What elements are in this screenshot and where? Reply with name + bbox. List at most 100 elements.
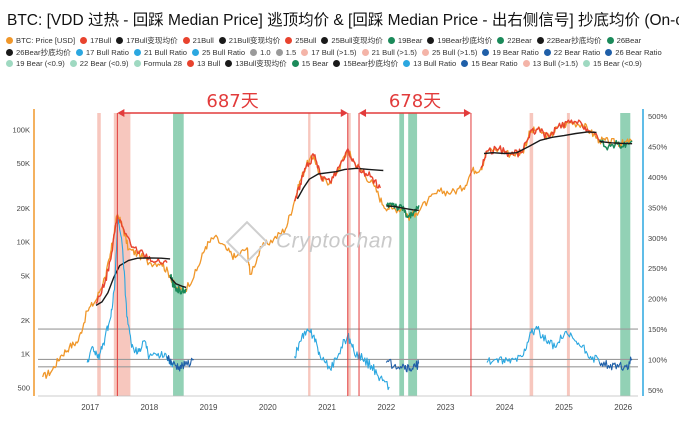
legend-item[interactable]: 19 Bear (<0.9): [6, 58, 65, 70]
y-right-tick-label: 400%: [648, 173, 668, 182]
legend-swatch: [192, 48, 199, 56]
series-line: [385, 358, 420, 373]
legend-item[interactable]: 1.5: [275, 47, 296, 59]
series-line: [169, 273, 187, 295]
legend-item[interactable]: 13 Bull Ratio: [403, 58, 456, 70]
legend-swatch: [522, 60, 530, 68]
legend-item[interactable]: 22 Bear Ratio: [543, 47, 600, 59]
legend-item[interactable]: 1.0: [250, 47, 271, 59]
annotation-arrowhead: [359, 109, 367, 117]
legend-item[interactable]: BTC: Price [USD]: [6, 35, 75, 47]
legend-label: 25 Bull Ratio: [202, 47, 246, 57]
legend-label: 13 Bull (>1.5): [532, 59, 579, 69]
legend-swatch: [361, 48, 369, 56]
legend-label: 13 Bull Ratio: [413, 59, 457, 69]
legend-item[interactable]: 15 Bear (<0.9): [583, 58, 642, 70]
legend-label: 17Bull: [90, 36, 112, 45]
legend-item[interactable]: 21Bull变现均价: [218, 35, 280, 47]
legend-item[interactable]: 13Bull变现均价: [225, 58, 287, 70]
legend-label: 15 Bear: [301, 59, 329, 69]
legend-swatch: [427, 37, 435, 44]
legend-label: 19Bear抄底均价: [437, 36, 493, 45]
legend-label: 22Bear抄底均价: [546, 36, 602, 45]
legend-item[interactable]: 13 Bull: [186, 58, 220, 70]
annotation-label: 687天: [206, 91, 258, 112]
legend-label: 25 Bull (>1.5): [431, 47, 478, 57]
legend-swatch: [250, 48, 258, 56]
legend-label: 26Bear抄底均价: [16, 47, 71, 57]
legend-label: 17Bull变现均价: [126, 36, 178, 45]
legend-item[interactable]: 25 Bull (>1.5): [421, 47, 478, 59]
legend-swatch: [6, 48, 13, 56]
y-left-tick-label: 20K: [17, 204, 30, 213]
signal-band: [308, 113, 311, 396]
x-tick-label: 2017: [81, 403, 99, 412]
legend-item[interactable]: 25 Bull Ratio: [192, 47, 245, 59]
legend-item[interactable]: 17 Bull (>1.5): [301, 47, 357, 59]
legend-item[interactable]: 13 Bull (>1.5): [522, 58, 579, 70]
legend-label: 19 Bear (<0.9): [16, 59, 65, 69]
legend-item[interactable]: 21 Bull (>1.5): [361, 47, 417, 59]
legend-swatch: [536, 37, 544, 44]
legend-item[interactable]: 26 Bear Ratio: [605, 47, 662, 59]
x-tick-label: 2024: [496, 403, 514, 412]
legend-label: 15 Bear Ratio: [471, 59, 518, 69]
y-left-tick-label: 100K: [12, 125, 30, 134]
legend-item[interactable]: 19 Bear Ratio: [482, 47, 539, 59]
legend-item[interactable]: 19Bear抄底均价: [427, 35, 492, 47]
legend-swatch: [301, 48, 309, 56]
legend-item[interactable]: 17 Bull Ratio: [75, 47, 129, 59]
series-line: [598, 356, 633, 371]
legend-item[interactable]: 25Bull变现均价: [321, 35, 383, 47]
legend-swatch: [403, 60, 411, 68]
series-line: [169, 276, 187, 289]
legend-item[interactable]: 15 Bear Ratio: [461, 58, 518, 70]
legend-item[interactable]: 26Bear抄底均价: [6, 47, 71, 59]
y-right-tick-label: 450%: [648, 142, 668, 151]
y-left-tick-label: 5K: [21, 271, 30, 280]
legend-swatch: [421, 48, 429, 56]
legend-swatch: [275, 48, 283, 56]
legend-item[interactable]: 21Bull: [182, 35, 214, 47]
legend-item[interactable]: 17Bull变现均价: [116, 35, 178, 47]
legend-item[interactable]: 22 Bear (<0.9): [69, 58, 129, 70]
y-left-tick-label: 500: [17, 384, 30, 393]
series-line: [296, 167, 384, 200]
legend-item[interactable]: 15Bear抄底均价: [333, 58, 398, 70]
legend-label: 17 Bull (>1.5): [311, 47, 357, 57]
signal-band: [408, 113, 418, 396]
legend: BTC: Price [USD] 17Bull 17Bull变现均价 21Bull 21…: [6, 35, 679, 79]
legend-item[interactable]: 22Bear: [497, 35, 532, 47]
y-right-tick-label: 150%: [648, 325, 668, 334]
legend-item[interactable]: 25Bull: [285, 35, 316, 47]
legend-swatch: [387, 37, 395, 44]
legend-label: 1.0: [260, 47, 271, 57]
legend-item[interactable]: 17Bull: [80, 35, 111, 47]
legend-label: 21 Bull Ratio: [143, 47, 187, 57]
y-right-tick-label: 500%: [648, 112, 668, 121]
legend-swatch: [182, 37, 190, 44]
watermark-logo-icon: [225, 220, 269, 264]
legend-item[interactable]: 15 Bear: [291, 58, 329, 70]
y-left-tick-label: 10K: [17, 238, 30, 247]
signal-band: [529, 113, 534, 396]
legend-item[interactable]: 22Bear抄底均价: [536, 35, 602, 47]
annotation-arrowhead: [463, 109, 471, 117]
signal-band: [173, 113, 184, 396]
legend-item[interactable]: Formula 28: [133, 58, 182, 70]
legend-swatch: [133, 48, 141, 56]
x-tick-label: 2026: [614, 403, 632, 412]
legend-label: 21 Bull (>1.5): [371, 47, 417, 57]
legend-item[interactable]: 26Bear: [606, 35, 641, 47]
legend-swatch: [321, 37, 329, 44]
watermark: CryptoChan: [225, 220, 394, 264]
series-line: [486, 325, 601, 365]
watermark-text: CryptoChan: [276, 229, 394, 253]
x-tick-label: 2020: [259, 403, 277, 412]
series-line: [293, 328, 390, 391]
annotation-arrowhead: [340, 109, 348, 117]
legend-item[interactable]: 21 Bull Ratio: [133, 47, 187, 59]
y-left-tick-label: 1K: [21, 350, 30, 359]
legend-item[interactable]: 19Bear: [387, 35, 422, 47]
series-line: [483, 131, 597, 155]
